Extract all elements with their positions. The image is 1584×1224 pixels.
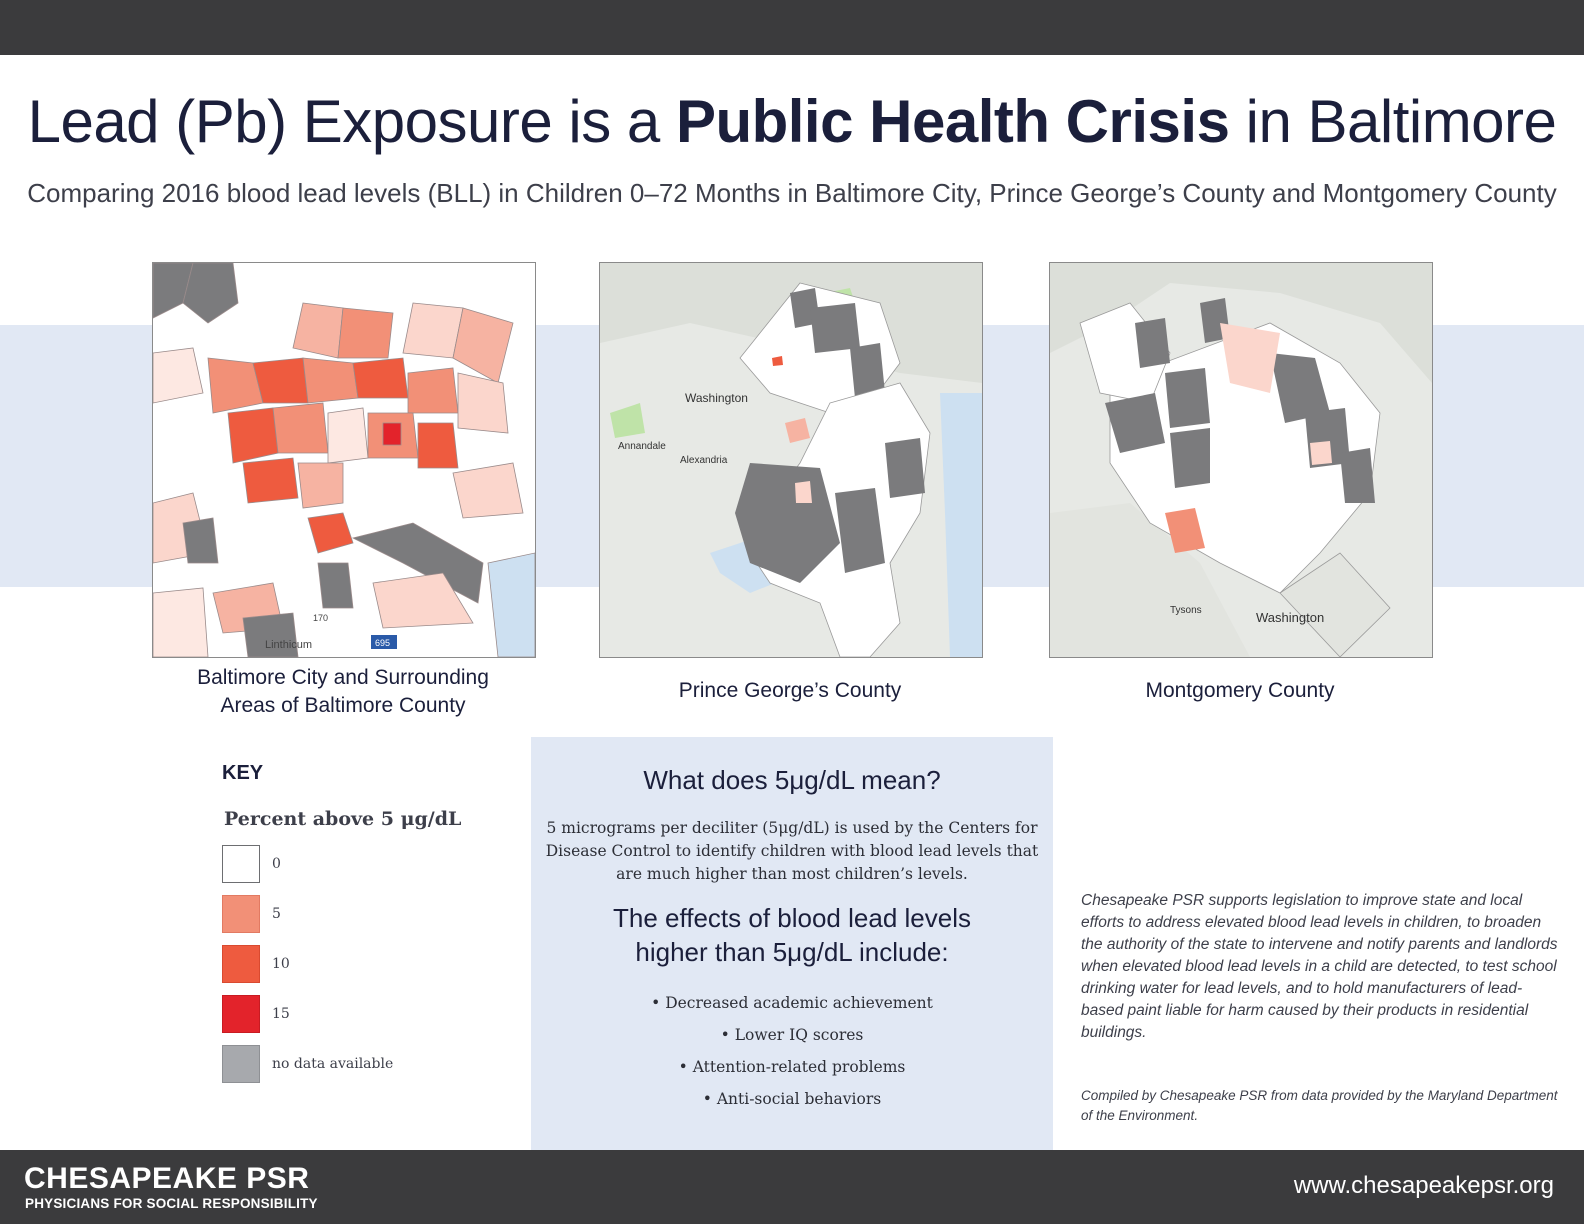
title-tail: in Baltimore xyxy=(1229,88,1557,155)
website-link[interactable]: www.chesapeakepsr.org xyxy=(1293,1172,1554,1199)
page-subtitle: Comparing 2016 blood lead levels (BLL) i… xyxy=(27,178,1557,208)
prince-georges-map-graphic: Washington Annandale Alexandria xyxy=(600,263,982,657)
key-swatch-5 xyxy=(222,895,260,933)
key-heading: KEY xyxy=(222,762,264,784)
info-box: What does 5μg/dL mean? 5 micrograms per … xyxy=(531,737,1053,1151)
interstate-shield-icon xyxy=(371,635,397,649)
org-logo-name: CHESAPEAKE PSR xyxy=(24,1162,310,1195)
baltimore-caption-line2: Areas of Baltimore County xyxy=(220,694,466,717)
linthicum-label: Linthicum xyxy=(265,639,312,651)
list-item: • Lower IQ scores xyxy=(720,1026,864,1044)
baltimore-map: Linthicum 170 695 xyxy=(152,262,536,658)
effects-heading-line1: The effects of blood lead levels xyxy=(613,903,971,933)
key-label-15: 15 xyxy=(272,1006,290,1022)
annandale-label: Annandale xyxy=(618,441,666,452)
route-170-label: 170 xyxy=(313,613,328,623)
key-swatch-0 xyxy=(222,845,260,883)
tysons-label: Tysons xyxy=(1170,605,1202,616)
washington-label-mc: Washington xyxy=(1256,610,1324,625)
montgomery-map-caption: Montgomery County xyxy=(1145,679,1335,702)
effects-heading-line2: higher than 5μg/dL include: xyxy=(635,937,949,967)
washington-label-pg: Washington xyxy=(685,391,748,405)
key-label-0: 0 xyxy=(272,856,281,872)
key-swatch-no-data xyxy=(222,1045,260,1083)
montgomery-map-graphic: Washington Tysons xyxy=(1050,263,1432,657)
advocacy-statement: Chesapeake PSR supports legislation to i… xyxy=(1081,892,1558,1041)
baltimore-map-graphic: Linthicum 170 695 xyxy=(153,263,535,657)
info-question: What does 5μg/dL mean? xyxy=(643,765,941,795)
key-swatch-15 xyxy=(222,995,260,1033)
key-swatch-10 xyxy=(222,945,260,983)
route-695-label: 695 xyxy=(375,638,390,648)
key-label-no-data: no data available xyxy=(272,1056,394,1072)
info-definition: 5 micrograms per deciliter (5μg/dL) is u… xyxy=(545,819,1039,883)
list-item: • Anti-social behaviors xyxy=(702,1090,882,1108)
prince-georges-map-caption: Prince George’s County xyxy=(678,679,902,702)
alexandria-label: Alexandria xyxy=(680,455,728,466)
page-title: Lead (Pb) Exposure is a Public Health Cr… xyxy=(0,84,1584,160)
top-bar xyxy=(0,0,1584,55)
key-label-10: 10 xyxy=(272,956,290,972)
montgomery-map: Washington Tysons xyxy=(1049,262,1433,658)
title-emphasis: Public Health Crisis xyxy=(675,88,1230,155)
key-label-5: 5 xyxy=(272,906,281,922)
effects-heading: The effects of blood lead levels higher … xyxy=(531,901,1053,969)
footer: CHESAPEAKE PSR PHYSICIANS FOR SOCIAL RES… xyxy=(0,1150,1584,1224)
title-lead: Lead (Pb) Exposure is a xyxy=(27,88,676,155)
effects-list: • Decreased academic achievement • Lower… xyxy=(531,987,1053,1115)
org-tagline: PHYSICIANS FOR SOCIAL RESPONSIBILITY xyxy=(25,1196,318,1211)
baltimore-map-caption: Baltimore City and Surrounding Areas of … xyxy=(152,664,534,720)
list-item: • Attention-related problems xyxy=(678,1058,906,1076)
prince-georges-map: Washington Annandale Alexandria xyxy=(599,262,983,658)
baltimore-caption-line1: Baltimore City and Surrounding xyxy=(197,666,489,689)
key-subheading: Percent above 5 μg/dL xyxy=(224,808,462,830)
data-source-note: Compiled by Chesapeake PSR from data pro… xyxy=(1081,1088,1558,1123)
list-item: • Decreased academic achievement xyxy=(651,994,933,1012)
